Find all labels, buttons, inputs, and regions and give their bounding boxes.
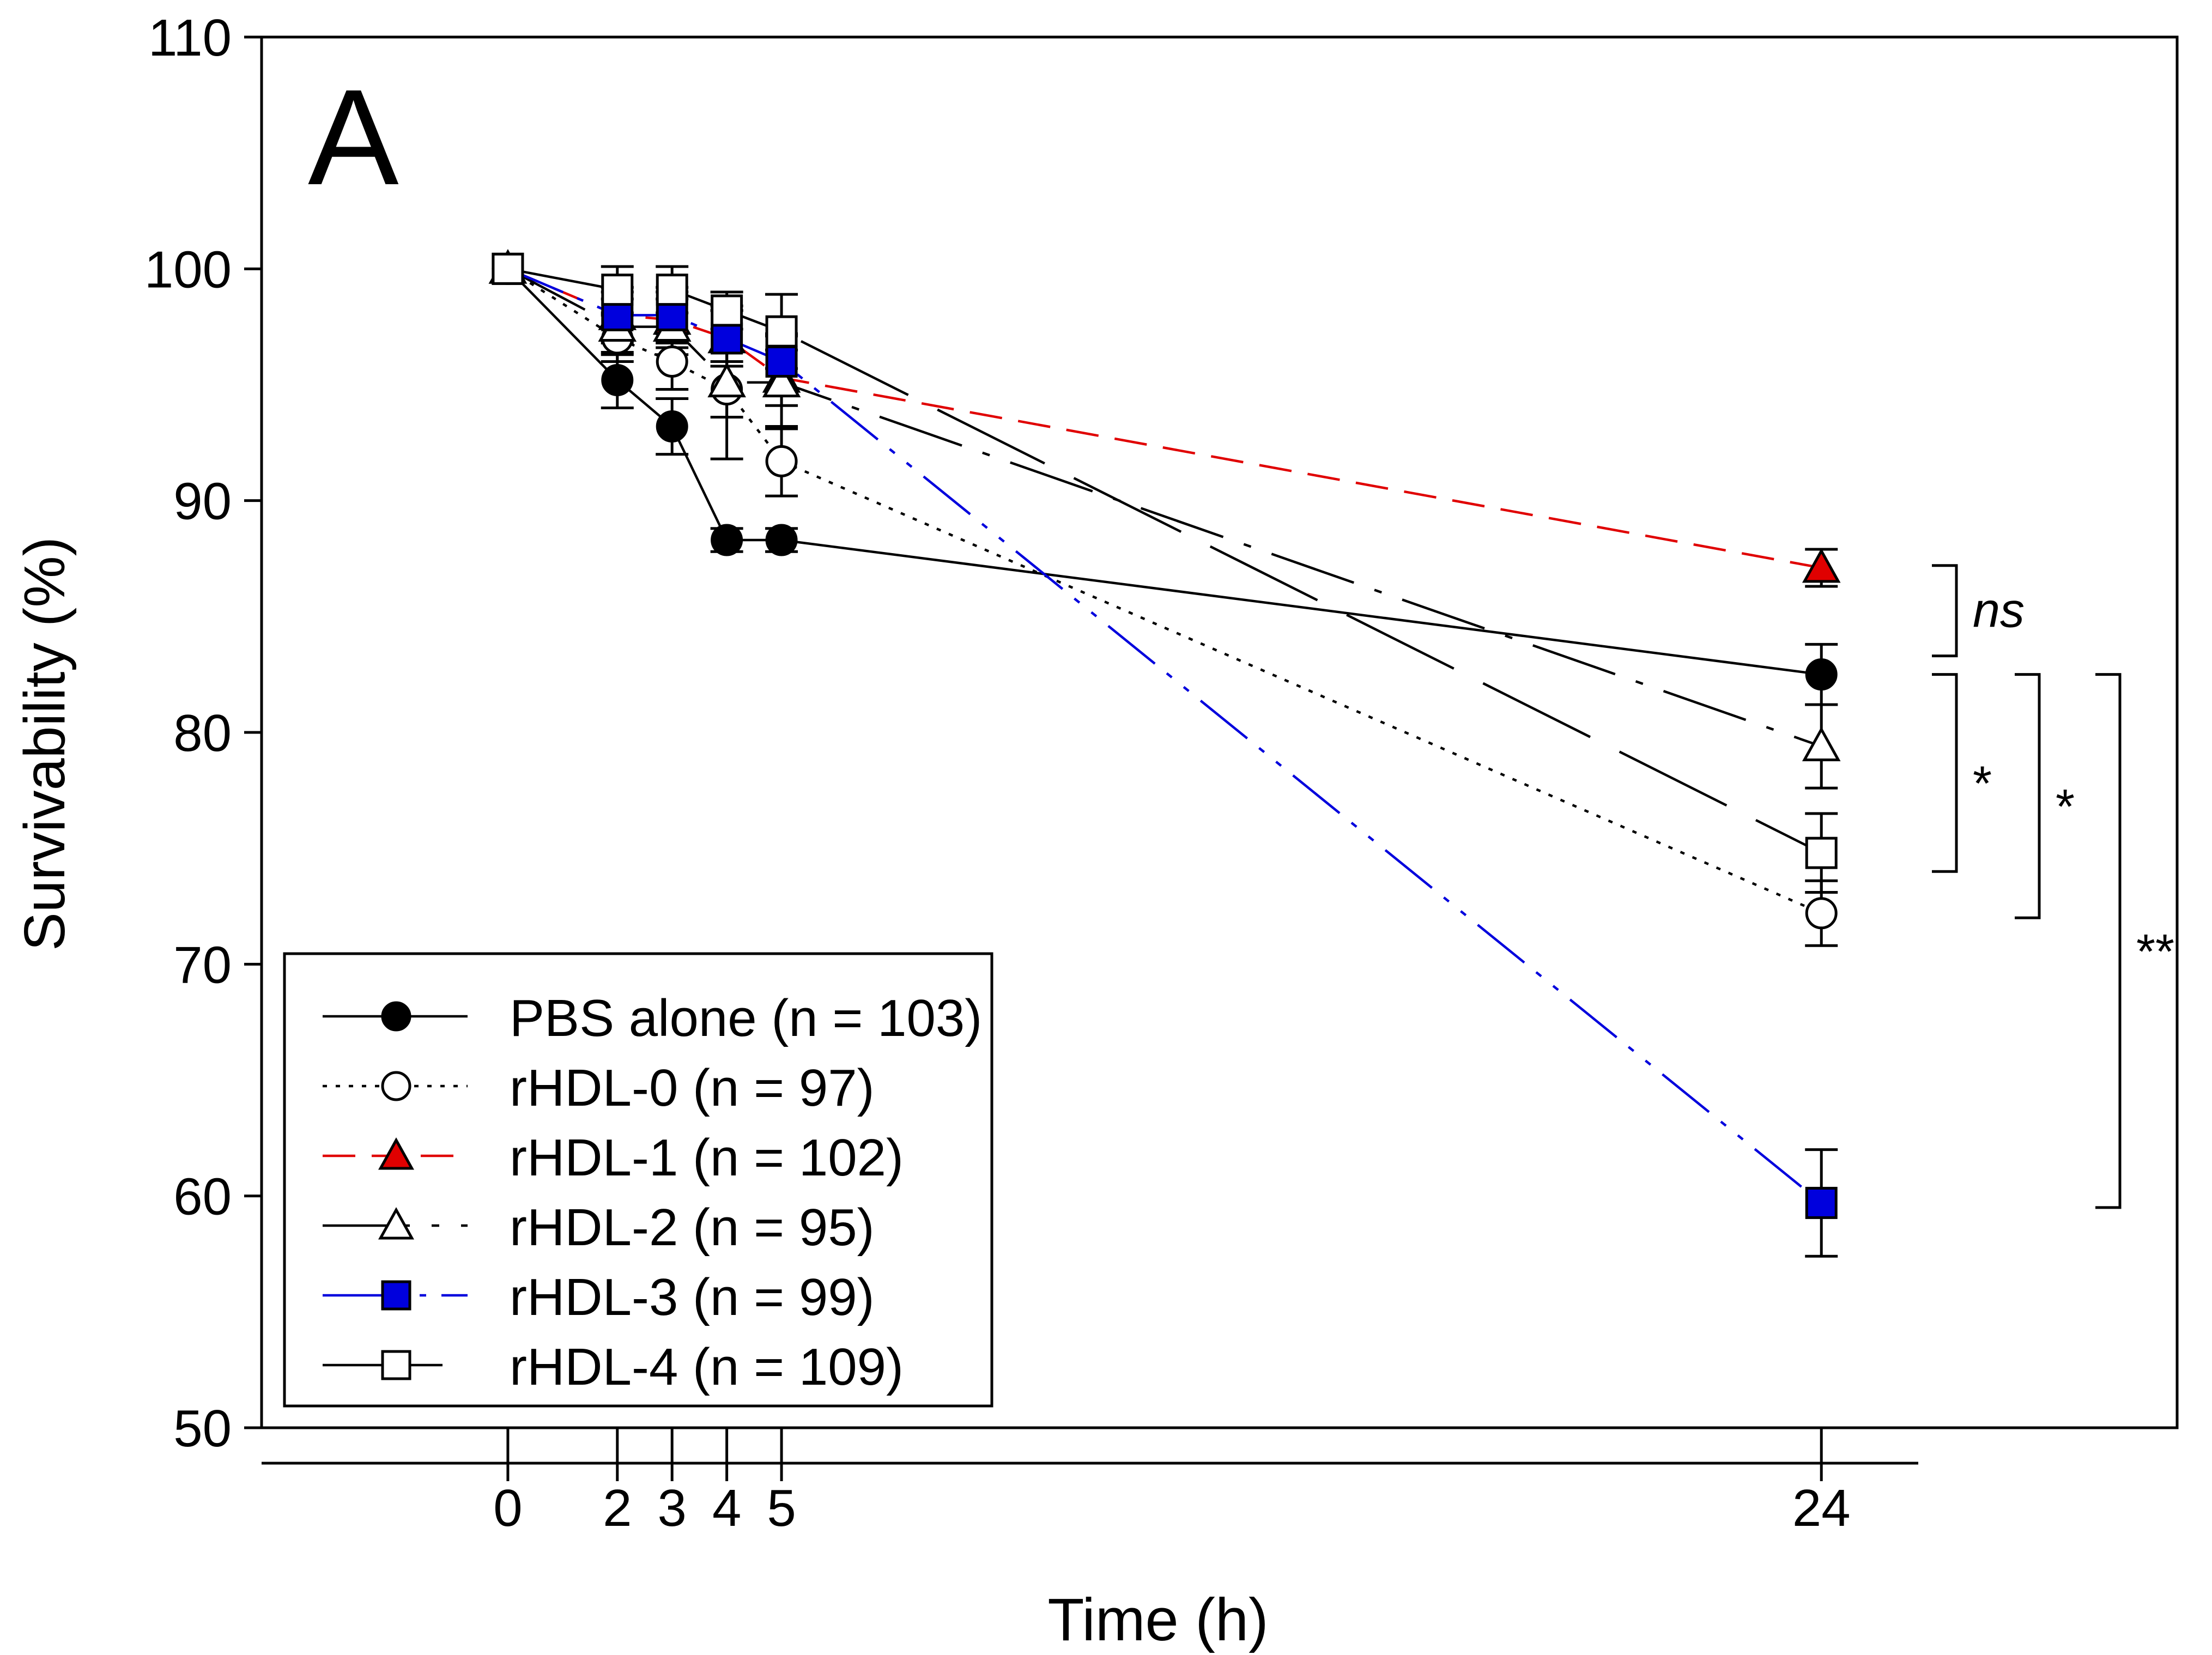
x-axis-label: Time (h) <box>1047 1586 1268 1653</box>
y-tick-label: 100 <box>144 240 232 299</box>
legend-label: rHDL-4 (n = 109) <box>510 1338 904 1396</box>
data-point <box>1805 1186 1838 1219</box>
legend-marker <box>378 1137 414 1170</box>
significance-label: ns <box>1973 584 2025 638</box>
legend-marker <box>381 1350 411 1380</box>
legend-label: rHDL-2 (n = 95) <box>510 1198 875 1257</box>
legend-label: rHDL-1 (n = 102) <box>510 1129 904 1187</box>
significance-label: ** <box>2136 925 2174 979</box>
legend-marker <box>381 1071 411 1101</box>
data-point <box>765 315 798 348</box>
series-lines <box>507 268 1822 1204</box>
data-point <box>765 445 798 477</box>
data-point <box>656 410 688 443</box>
significance-brackets: ns* *** <box>1932 564 2174 1209</box>
data-point <box>1802 726 1841 761</box>
data-point <box>656 274 688 306</box>
data-point <box>707 362 746 398</box>
significance-bracket <box>1932 564 1958 658</box>
series-line <box>507 268 1822 748</box>
legend-marker <box>381 1001 411 1032</box>
data-point <box>711 294 743 327</box>
legend-marker <box>381 1280 411 1311</box>
series-line <box>507 268 1822 676</box>
significance-label: * <box>2056 780 2075 834</box>
x-tick-label: 0 <box>493 1479 522 1537</box>
significance-bracket <box>2015 673 2041 919</box>
x-tick-label: 2 <box>603 1479 632 1537</box>
legend-label: rHDL-0 (n = 97) <box>510 1059 875 1117</box>
legend-label: rHDL-3 (n = 99) <box>510 1268 875 1326</box>
y-tick-label: 60 <box>173 1168 232 1226</box>
significance-bracket <box>1932 673 1958 873</box>
series-line <box>507 268 1822 1204</box>
data-point <box>656 345 688 378</box>
series-line <box>507 268 1822 854</box>
series-line <box>507 268 1822 914</box>
axes: 50 60 70 80 90 100 110 0 2 3 4 5 24 <box>144 9 2179 1537</box>
data-point <box>492 252 524 285</box>
data-point <box>601 274 634 306</box>
data-point <box>601 363 634 396</box>
data-point <box>711 322 743 355</box>
data-point <box>765 345 798 378</box>
y-tick-label: 110 <box>148 9 232 67</box>
y-tick-label: 90 <box>173 472 232 531</box>
significance-label: * <box>1973 756 1992 811</box>
legend-label: PBS alone (n = 103) <box>510 989 982 1047</box>
data-point <box>1805 658 1838 691</box>
panel-label: A <box>308 61 399 213</box>
significance-bracket <box>2095 673 2122 1209</box>
data-point <box>765 524 798 556</box>
data-point <box>1802 548 1841 583</box>
legend-marker <box>378 1207 414 1240</box>
y-tick-label: 70 <box>173 936 232 994</box>
y-tick-label: 80 <box>173 704 232 762</box>
x-tick-label: 3 <box>658 1479 687 1537</box>
x-tick-label: 5 <box>767 1479 796 1537</box>
series-markers <box>488 249 1841 1219</box>
data-point <box>711 524 743 556</box>
x-tick-label: 4 <box>712 1479 741 1537</box>
y-tick-label: 50 <box>173 1399 232 1458</box>
x-tick-label: 24 <box>1792 1479 1851 1537</box>
data-point <box>762 362 801 398</box>
data-point <box>1805 897 1838 930</box>
data-point <box>1805 836 1838 869</box>
y-axis-label: Survivability (%) <box>13 537 77 951</box>
legend: PBS alone (n = 103) rHDL-0 (n = 97) rHDL-1… <box>283 952 993 1408</box>
